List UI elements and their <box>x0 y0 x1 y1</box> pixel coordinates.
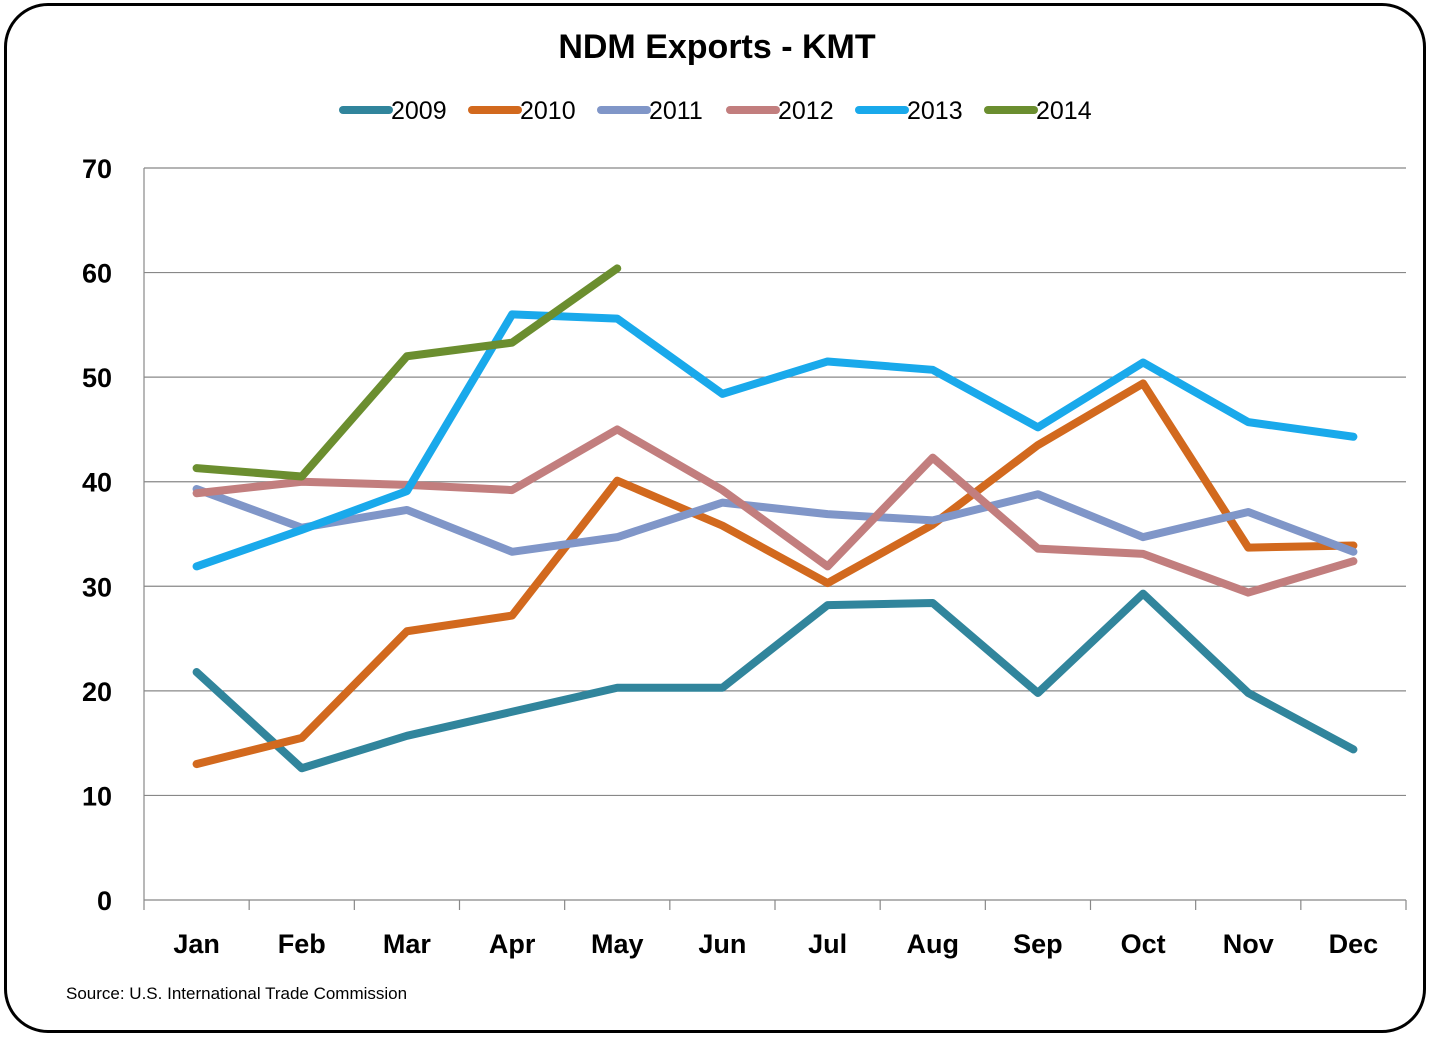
series-line-2013 <box>192 310 1358 571</box>
series-line-2014 <box>192 264 622 481</box>
legend-label: 2009 <box>391 97 447 125</box>
y-tick-label: 20 <box>82 677 112 707</box>
legend-label: 2012 <box>778 97 834 125</box>
y-tick-label: 30 <box>82 572 112 602</box>
x-axis: Jan Feb Mar Apr May Jun Jul Aug Sep Oct Nov Dec <box>143 168 1407 959</box>
y-tick-label: 10 <box>82 781 112 811</box>
legend: 2009 2010 2011 2012 2013 2014 <box>339 97 1092 125</box>
series-line-2009 <box>192 589 1358 773</box>
series-line-2011 <box>192 485 1358 556</box>
x-tick-label: Feb <box>278 929 326 959</box>
y-tick-label: 40 <box>82 468 112 498</box>
legend-label: 2013 <box>907 97 963 125</box>
source-note: Source: U.S. International Trade Commiss… <box>66 984 407 1003</box>
legend-label: 2010 <box>520 97 576 125</box>
legend-label: 2011 <box>649 97 703 125</box>
x-tick-label: May <box>591 929 644 959</box>
x-tick-label: Jul <box>808 929 847 959</box>
legend-label: 2014 <box>1036 97 1092 125</box>
x-tick-label: Sep <box>1013 929 1063 959</box>
x-tick-label: Mar <box>383 929 432 959</box>
y-tick-label: 70 <box>82 154 112 184</box>
x-tick-label: Nov <box>1223 929 1274 959</box>
series-line-2012 <box>192 425 1358 597</box>
y-tick-label: 50 <box>82 363 112 393</box>
y-tick-label: 60 <box>82 259 112 289</box>
y-axis-ticks: 0 10 20 30 40 50 60 70 <box>82 154 112 916</box>
x-tick-label: Oct <box>1121 929 1166 959</box>
chart-title: NDM Exports - KMT <box>558 28 876 66</box>
chart-frame <box>4 3 1426 1033</box>
y-tick-label: 0 <box>97 886 112 916</box>
series-lines <box>192 264 1358 773</box>
x-tick-label: Aug <box>907 929 959 959</box>
x-tick-label: Apr <box>489 929 536 959</box>
x-tick-label: Dec <box>1329 929 1379 959</box>
x-tick-label: Jun <box>698 929 746 959</box>
series-line-2010 <box>192 379 1358 769</box>
x-tick-label: Jan <box>173 929 220 959</box>
